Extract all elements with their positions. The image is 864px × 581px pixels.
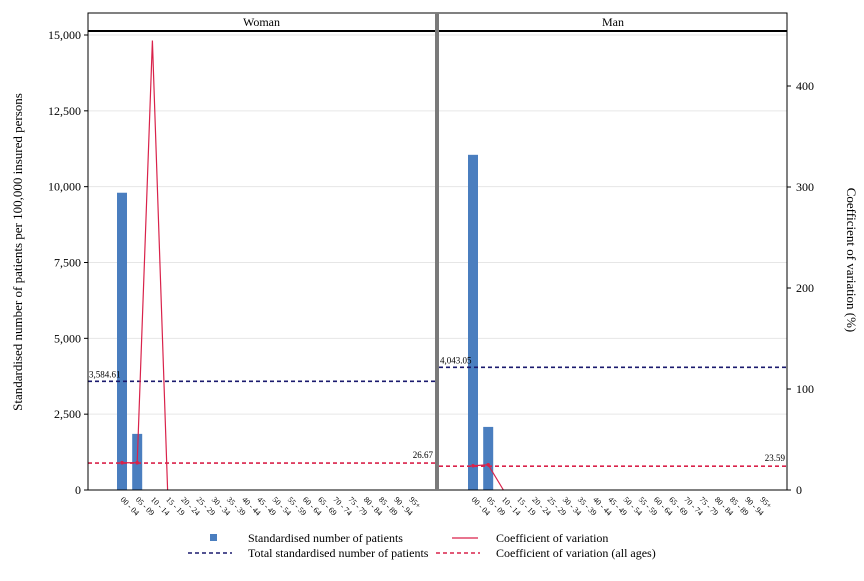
legend-swatch-bar — [210, 534, 217, 541]
bar — [117, 192, 127, 490]
panel-title: Woman — [243, 15, 280, 29]
bar — [468, 154, 478, 491]
left-tick-label: 2,500 — [54, 407, 81, 421]
left-axis-title: Standardised number of patients per 100,… — [10, 93, 25, 411]
left-tick-label: 12,500 — [48, 104, 81, 118]
legend-label: Coefficient of variation (all ages) — [496, 546, 656, 560]
total-patients-label: 3,584.61 — [89, 369, 121, 379]
legend-label: Standardised number of patients — [248, 531, 403, 545]
legend-label: Coefficient of variation — [496, 531, 608, 545]
right-tick-label: 200 — [796, 281, 814, 295]
right-tick-label: 100 — [796, 382, 814, 396]
cv-point — [486, 462, 491, 467]
left-tick-label: 0 — [75, 483, 81, 497]
left-tick-label: 10,000 — [48, 180, 81, 194]
left-tick-label: 15,000 — [48, 28, 81, 42]
total-patients-label: 4,043.05 — [440, 355, 472, 365]
cv-line — [122, 40, 169, 491]
bar — [483, 426, 494, 490]
left-tick-label: 7,500 — [54, 256, 81, 270]
right-axis-title: Coefficient of variation (%) — [844, 188, 859, 333]
right-tick-label: 300 — [796, 180, 814, 194]
right-tick-label: 0 — [796, 483, 802, 497]
left-tick-label: 5,000 — [54, 331, 81, 345]
cv-all-ages-label: 23.59 — [765, 453, 786, 463]
right-tick-label: 400 — [796, 79, 814, 93]
cv-point — [471, 463, 475, 468]
cv-point — [120, 460, 124, 465]
cv-point — [135, 460, 139, 465]
cv-all-ages-label: 26.67 — [413, 450, 434, 460]
legend-label: Total standardised number of patients — [248, 546, 429, 560]
panel-title: Man — [602, 15, 624, 29]
panel-divider — [435, 13, 439, 490]
